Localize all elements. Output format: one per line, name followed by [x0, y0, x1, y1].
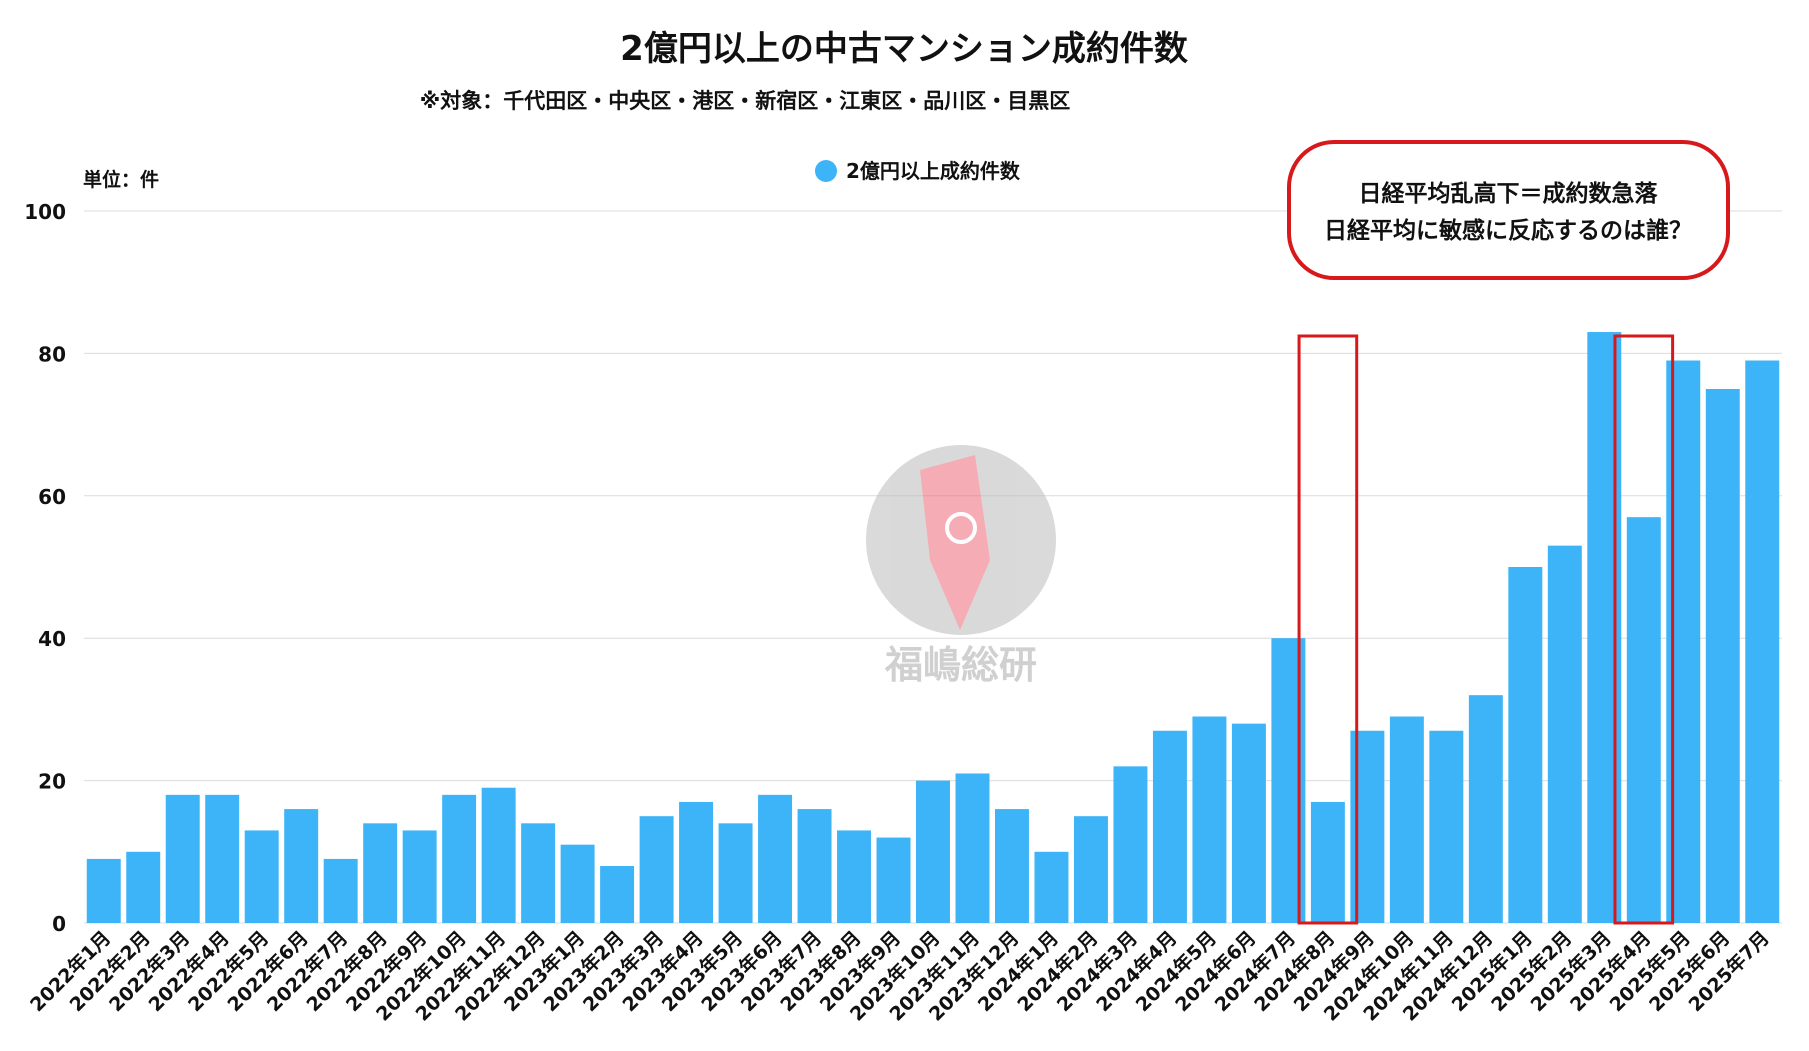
bar: [481, 787, 516, 923]
bar: [1429, 730, 1464, 923]
bar: [284, 809, 319, 923]
highlight-box: [1297, 334, 1359, 925]
annotation-box: [1287, 140, 1730, 280]
bar: [600, 866, 635, 923]
annotation-line-1: 日経平均乱高下＝成約数急落: [1359, 180, 1659, 207]
bar: [1152, 730, 1187, 923]
bar: [363, 823, 398, 923]
bar: [639, 816, 674, 923]
bar: [1547, 545, 1582, 923]
bar: [1389, 716, 1424, 923]
annotation-line-2: 日経平均に敏感に反応するのは誰？: [1324, 217, 1692, 244]
highlight-box: [1613, 334, 1675, 925]
bar: [758, 794, 793, 923]
bar: [126, 851, 161, 923]
bar: [1468, 695, 1503, 923]
bar: [837, 830, 872, 923]
bar: [876, 837, 911, 923]
bar: [86, 858, 121, 923]
y-tick-label: 20: [38, 770, 66, 794]
annotation-callout: 日経平均乱高下＝成約数急落 日経平均に敏感に反応するのは誰？: [1287, 140, 1730, 280]
bar: [1705, 389, 1740, 923]
bar: [521, 823, 556, 923]
watermark-logo: 福嶋総研: [866, 445, 1056, 687]
bar: [1113, 766, 1148, 923]
bar: [1745, 360, 1780, 923]
bar: [560, 844, 595, 923]
bar: [1073, 816, 1108, 923]
bar: [442, 794, 477, 923]
bar: [1310, 801, 1345, 923]
bar: [244, 830, 279, 923]
chart-title: 2億円以上の中古マンション成約件数: [620, 29, 1188, 69]
bar: [323, 858, 358, 923]
bar: [1508, 567, 1543, 923]
bar: [1626, 517, 1661, 923]
legend-marker: [815, 160, 837, 182]
chart-subtitle: ※対象：千代田区・中央区・港区・新宿区・江東区・品川区・目黒区: [420, 89, 1070, 113]
bar: [916, 780, 950, 923]
legend-label: 2億円以上成約件数: [846, 159, 1021, 183]
bar: [718, 823, 753, 923]
bar: [1231, 723, 1266, 923]
bar: [1192, 716, 1227, 923]
bar: [402, 830, 437, 923]
bar: [955, 773, 990, 923]
watermark-text: 福嶋総研: [884, 643, 1037, 687]
y-tick-label: 100: [24, 200, 66, 224]
bar: [205, 794, 240, 923]
bar: [165, 794, 200, 923]
y-tick-label: 40: [38, 627, 66, 651]
y-tick-label: 60: [38, 485, 66, 509]
bar: [679, 801, 714, 923]
bar: [797, 809, 832, 923]
bar: [1034, 851, 1069, 923]
y-tick-label: 80: [38, 342, 66, 366]
y-tick-label: 0: [52, 912, 66, 936]
unit-label: 単位：件: [83, 168, 159, 191]
bar: [994, 809, 1029, 923]
